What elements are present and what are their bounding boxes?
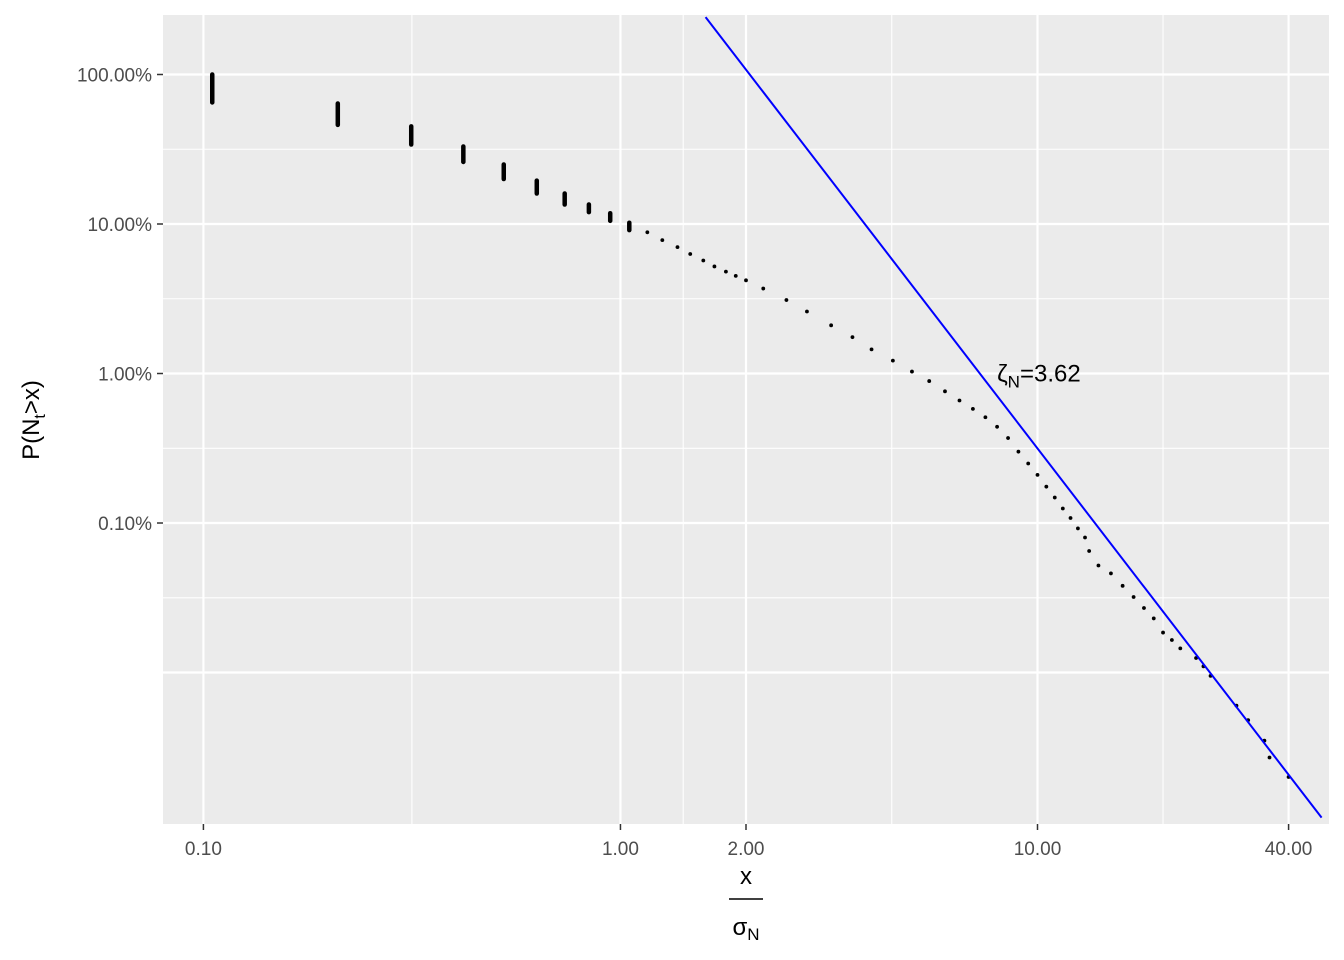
data-point: [724, 269, 728, 274]
data-point: [970, 406, 975, 411]
y-axis-title: P(Nt>x): [18, 380, 49, 460]
data-point: [733, 273, 738, 278]
data-point: [784, 298, 789, 302]
data-point: [943, 389, 947, 394]
data-point: [1087, 549, 1092, 553]
major-gridlines: [163, 15, 1329, 824]
data-point: [761, 286, 766, 291]
data-point: [1178, 646, 1183, 651]
data-point: [1161, 630, 1165, 635]
data-point: [675, 245, 680, 250]
data-point: [688, 252, 693, 256]
power-law-fit-line: [704, 16, 1323, 819]
data-point: [869, 347, 874, 352]
data-point: [1052, 495, 1057, 500]
fit-line-layer: [704, 16, 1323, 819]
y-tick-label: 10.00%: [88, 215, 153, 236]
data-point: [1076, 526, 1080, 531]
data-point: [1068, 516, 1073, 520]
x-tick-label: 10.00: [1014, 839, 1062, 860]
data-point: [1006, 436, 1010, 440]
x-tick-label: 2.00: [728, 839, 765, 860]
y-axis-title-sub: t: [32, 414, 49, 419]
data-point: [1096, 563, 1101, 568]
data-point: [645, 230, 650, 235]
data-point: [1083, 535, 1087, 540]
data-point: [927, 379, 932, 383]
y-tick-label: 1.00%: [98, 365, 152, 386]
data-point: [1016, 449, 1021, 454]
data-point: [829, 323, 834, 328]
x-axis-ticks: 0.10 1.00 2.00 10.00 40.00: [185, 824, 1312, 860]
y-tick-label: 0.10%: [98, 514, 152, 535]
y-axis-title-base: P(N: [18, 419, 45, 460]
zeta-annotation: ζN=3.62: [997, 361, 1081, 392]
data-point: [957, 398, 962, 403]
y-axis-ticks: 100.00% 10.00% 1.00% 0.10%: [77, 65, 163, 535]
data-point: [712, 264, 717, 269]
data-point: [1044, 484, 1049, 489]
data-point: [1142, 606, 1146, 610]
data-points: [210, 72, 1291, 779]
data-point: [744, 278, 748, 283]
data-point: [1267, 755, 1272, 760]
data-point: [805, 309, 809, 314]
x-tick-label: 0.10: [185, 839, 222, 860]
data-point: [910, 369, 914, 374]
data-point: [1026, 461, 1031, 466]
data-point: [1120, 583, 1125, 588]
x-tick-label: 1.00: [602, 839, 639, 860]
x-axis-title-numerator: x: [740, 863, 752, 890]
data-point: [1109, 571, 1113, 576]
x-axis-title-sub: N: [747, 925, 759, 944]
zeta-value: =3.62: [1020, 361, 1081, 388]
y-axis-title-rest: >x): [18, 380, 45, 414]
x-axis-title-sigma: σ: [732, 914, 747, 941]
data-point: [850, 335, 855, 340]
data-point: [1060, 506, 1065, 511]
zeta-subscript: N: [1008, 373, 1020, 392]
data-point: [1131, 595, 1136, 599]
data-point: [1035, 472, 1040, 477]
data-point: [983, 415, 988, 420]
x-axis-title-denominator: σN: [732, 914, 759, 944]
annotation-layer: ζN=3.62: [997, 361, 1081, 392]
data-point: [660, 238, 665, 243]
x-tick-label: 40.00: [1265, 839, 1313, 860]
data-point: [1169, 638, 1174, 642]
data-point: [1151, 616, 1156, 621]
zeta-symbol: ζ: [997, 361, 1008, 388]
data-point: [701, 258, 706, 263]
data-point: [890, 358, 895, 363]
data-point: [995, 424, 999, 429]
y-tick-label: 100.00%: [77, 65, 152, 86]
